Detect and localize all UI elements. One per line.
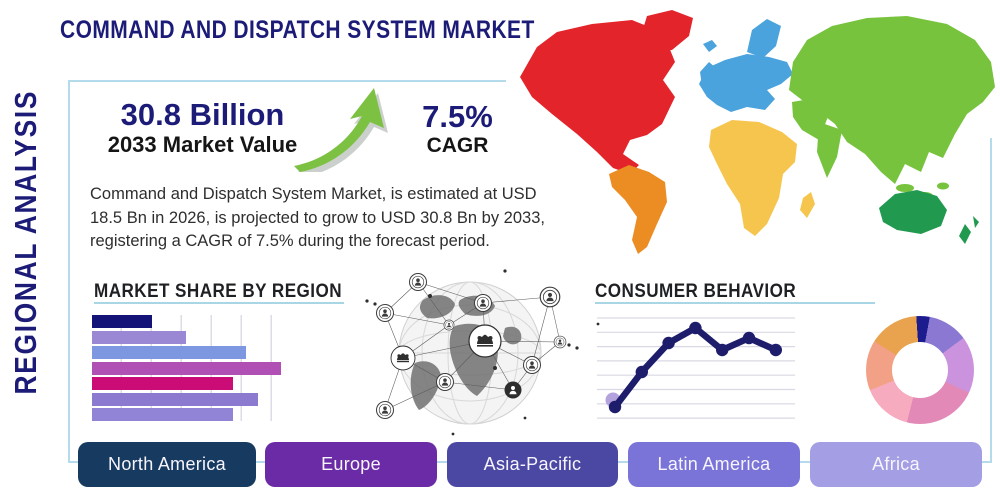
network-node-person-dark [504,381,522,399]
bar-segment [92,408,234,421]
map-madagascar [800,192,815,218]
network-node-group-central [468,324,502,358]
map-india [817,122,842,178]
network-node-person [409,273,427,291]
map-uk [700,62,716,86]
cagr-block: 7.5% CAGR [405,99,510,158]
network-node-person [376,304,394,322]
network-node-person [539,286,561,308]
bar-chart [92,315,300,421]
network-node-person [376,401,394,419]
map-scandinavia [747,19,781,58]
market-description: Command and Dispatch System Market, is e… [90,185,545,251]
map-indonesia-1 [896,184,914,192]
bar-chart-title: MARKET SHARE BY REGION [94,281,343,302]
map-indonesia-3 [937,182,949,190]
line-chart-title: CONSUMER BEHAVIOR [595,281,797,302]
network-dots [365,269,600,436]
market-value-block: 30.8 Billion 2033 Market Value [95,97,310,158]
bar-segment [92,377,234,390]
network-node-person [523,356,541,374]
map-north-america [520,20,675,174]
bar-segment [92,346,246,359]
market-value-caption: 2033 Market Value [107,132,298,158]
growth-arrow-icon [294,88,388,172]
bar-segment [92,330,186,344]
card-border-left [68,80,70,463]
map-japan [957,82,973,108]
map-iceland [703,40,717,52]
network-node-person [474,294,492,312]
bar-title-underline [94,302,344,304]
bar-segment [92,361,282,375]
network-node-person [443,319,455,331]
map-new-zealand-1 [959,224,971,244]
network-node-person [553,335,567,349]
map-australia [879,190,947,234]
bar-segment [92,392,259,406]
region-button-north-america[interactable]: North America [78,442,256,487]
map-new-zealand-2 [973,216,979,228]
line-title-underline [595,302,875,304]
region-button-europe[interactable]: Europe [265,442,437,487]
map-europe [699,54,793,112]
world-map [520,10,995,254]
side-label-regional-analysis: REGIONAL ANALYSIS [8,89,43,395]
region-button-africa[interactable]: Africa [810,442,982,487]
region-button-latin-america[interactable]: Latin America [628,442,800,487]
donut-chart [866,316,974,424]
globe-network-illustration [365,269,600,436]
map-south-america [609,165,667,254]
region-button-asia-pacific[interactable]: Asia-Pacific [447,442,618,487]
page-title: COMMAND AND DISPATCH SYSTEM MARKET [60,16,535,44]
line-chart-svg [597,317,795,419]
map-africa [709,120,797,236]
map-greenland [639,10,693,52]
bar-segment [92,315,153,328]
donut-hole [892,342,948,398]
card-border-right [990,138,992,463]
network-node-person [436,373,454,391]
network-node-group [390,345,416,371]
card-border-top [68,80,506,82]
cagr-caption: CAGR [426,134,489,158]
market-value: 30.8 Billion [120,97,285,132]
cagr-value: 7.5% [422,99,493,134]
map-asia [789,16,995,184]
growth-arrow-path [294,88,384,172]
